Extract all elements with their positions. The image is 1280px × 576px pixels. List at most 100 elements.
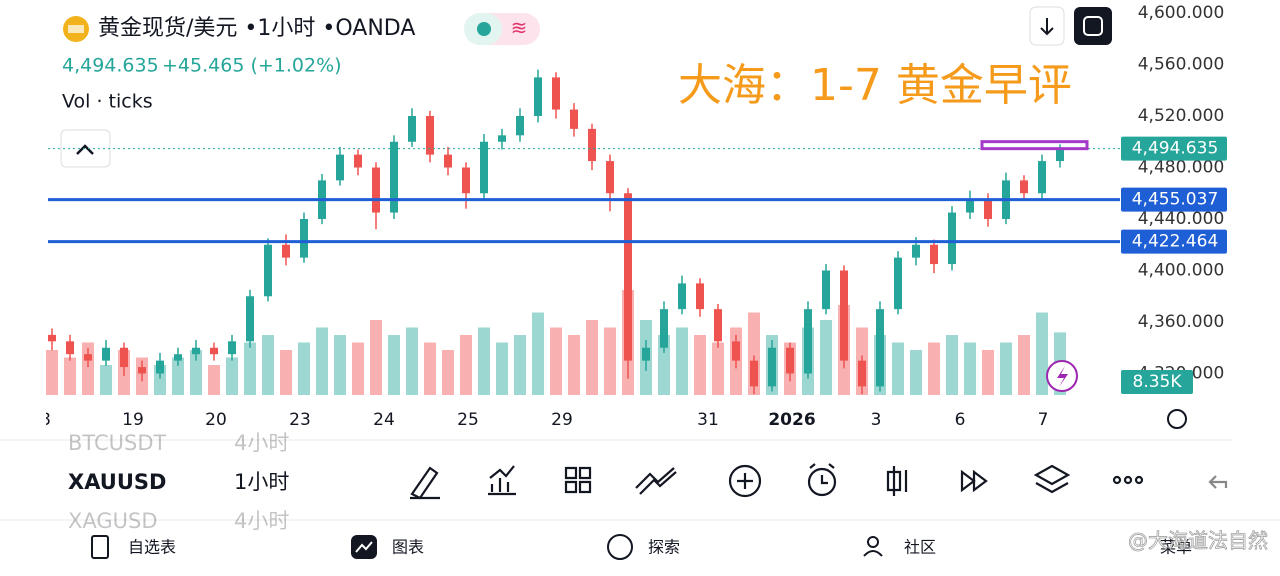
nav-label[interactable]: 图表 [392,538,424,557]
candle-body [804,309,812,374]
watermark: @大海道法自然 [1128,529,1268,553]
candle-body [480,141,488,194]
fullscreen-icon [1083,16,1103,36]
nav-label[interactable]: 菜单 [1160,538,1192,557]
volume-bar [262,335,274,395]
candle-body [444,154,452,168]
volume-bar [694,335,706,395]
layouts-tool[interactable] [564,466,592,494]
volume-bar [712,342,724,395]
candle-body [696,283,704,310]
volume-bar [496,342,508,395]
draw-tool[interactable] [410,466,440,500]
watchlist-interval: 4小时 [234,509,289,533]
y-tick-label: 4,560.000 [1138,55,1225,75]
volume-bar [676,327,688,395]
candle-body [408,116,416,142]
x-tick-label: 25 [457,410,479,430]
volume-bar [568,335,580,395]
candle-body [498,135,506,142]
symbol-title[interactable]: 黄金现货/美元 •1小时 •OANDA [98,16,415,41]
compare-tool[interactable] [635,467,677,495]
candle-body [156,360,164,374]
x-tick-label: 31 [697,410,719,430]
candle-body [642,347,650,361]
volume-bar [532,312,544,395]
volume-bar [100,365,112,395]
nav-label[interactable]: 自选表 [128,538,176,557]
volume-bar [172,357,184,395]
candle-body [84,354,92,361]
community-icon[interactable] [867,536,879,548]
candle-body [534,77,542,117]
candle-body [966,199,974,213]
volume-bar [964,342,976,395]
candle-body [426,116,434,155]
more-tool[interactable] [1112,475,1122,485]
zone-box [980,140,1089,151]
fullscreen-button[interactable] [1074,7,1112,45]
candle-body [354,154,362,168]
candle-body [606,161,614,194]
indicator-label[interactable]: Vol · ticks [62,91,153,113]
watchlist-icon[interactable] [91,535,109,559]
volume-bar [406,327,418,395]
toolbar [410,463,1228,500]
price-badge-label: 4,455.037 [1132,190,1219,210]
watchlist-symbol[interactable]: XAUUSD [68,470,166,494]
x-tick-label: 19 [122,410,144,430]
candle-body [102,347,110,361]
volume-bar [1000,342,1012,395]
volume-bar [478,327,490,395]
x-tick-label: 24 [373,410,395,430]
candle-body [210,347,218,355]
candle-body [768,347,776,387]
alert-tool[interactable] [807,467,837,497]
candle-body [732,341,740,361]
x-tick-label: 18 [29,410,51,430]
settings-icon[interactable] [1167,409,1187,429]
price-change: +45.465 (+1.02%) [162,55,342,77]
candle-body [876,309,884,387]
x-tick-label: 3 [871,410,882,430]
volume-bar [64,357,76,395]
price-badge [1121,229,1227,254]
watchlist-symbol[interactable]: BTCUSDT [68,431,167,455]
x-tick-label: 29 [551,410,573,430]
replay-tool[interactable] [960,469,988,493]
nav-label[interactable]: 探索 [648,538,680,557]
candle-body [588,128,596,162]
explore-icon[interactable] [607,534,633,560]
candle-body [192,347,200,355]
y-tick-label: 4,480.000 [1138,158,1225,178]
volume-bar [46,350,58,395]
volume-bar [244,342,256,395]
indicators-tool[interactable] [488,465,516,496]
y-tick-label: 4,360.000 [1138,312,1225,332]
volume-bar [460,335,472,395]
overlay-caption: 大海：1-7 黄金早评 [678,60,1072,111]
chevron-up [76,144,94,155]
back-tool[interactable] [1208,475,1228,489]
current-price-badge [1121,136,1227,161]
watchlist-interval: 4小时 [234,431,289,455]
nav-label[interactable]: 社区 [904,538,936,557]
volume-bar [658,335,670,395]
volume-bar [1036,312,1048,395]
last-price: 4,494.635 [62,55,159,77]
volume-bar [442,350,454,395]
candle-body [984,199,992,220]
add-tool[interactable] [728,464,762,498]
x-tick-label: 7 [1038,410,1049,430]
volume-bar [352,342,364,395]
candle-type-tool[interactable] [886,466,908,496]
candle-body [282,244,290,258]
volume-bar [190,350,202,395]
objects-tool[interactable] [1033,464,1071,494]
watchlist-symbol[interactable]: XAGUSD [68,509,158,533]
volume-bar [334,335,346,395]
volume-bar [1018,335,1030,395]
volume-bar [586,320,598,395]
volume-bar [208,365,220,395]
